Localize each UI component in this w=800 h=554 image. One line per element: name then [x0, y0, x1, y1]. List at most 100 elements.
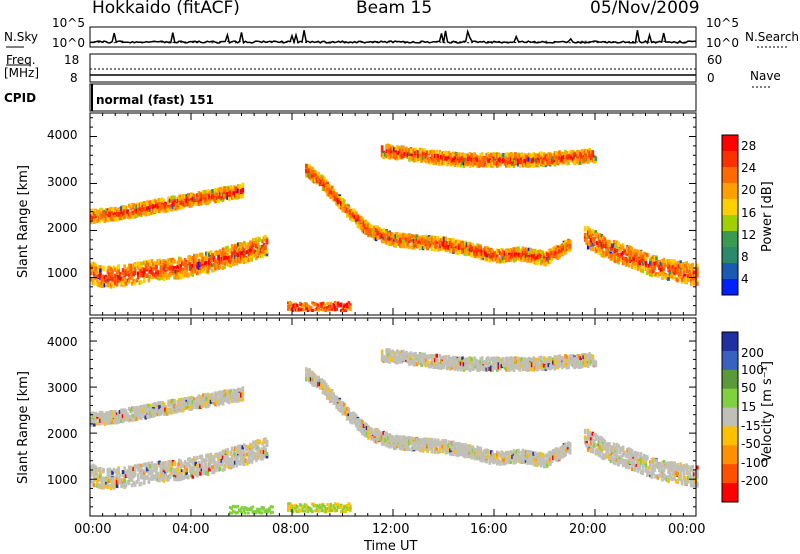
velocity-echo-cell	[211, 455, 214, 459]
velocity-echo-cell	[226, 399, 229, 404]
power-echo-cell	[211, 268, 214, 273]
power-echo-cell	[423, 244, 426, 249]
velocity-echo-cell	[217, 402, 220, 407]
velocity-echo-cell	[188, 402, 192, 406]
velocity-echo-cell	[144, 404, 148, 409]
velocity-echo-cell	[417, 439, 420, 444]
power-echo-cell	[126, 270, 129, 275]
power-echo-cell	[206, 197, 210, 202]
power-echo-cell	[179, 204, 182, 209]
velocity-echo-cell	[346, 416, 349, 421]
power-echo-cell	[243, 260, 246, 265]
velocity-echo-cell	[390, 357, 393, 362]
velocity-echo-cell	[200, 397, 204, 402]
power-echo-cell	[159, 206, 163, 210]
power-echo-cell	[255, 237, 258, 242]
velocity-echo-cell	[133, 465, 137, 470]
velocity-echo-cell	[240, 457, 243, 461]
velocity-echo-cell	[196, 400, 199, 405]
velocity-echo-cell	[149, 466, 152, 471]
velocity-echo-cell	[249, 442, 252, 447]
power-cb-tick-12: 12	[741, 228, 757, 242]
velocity-echo-cell	[223, 458, 226, 463]
velocity-echo-cell	[249, 450, 252, 455]
power-echo-cell	[103, 283, 107, 288]
power-echo-cell	[243, 250, 246, 255]
velocity-echo-cell	[415, 437, 419, 442]
velocity-echo-cell	[171, 473, 175, 478]
velocity-echo-cell	[265, 452, 269, 456]
velocity-echo-cell	[252, 453, 255, 458]
velocity-echo-cell	[326, 395, 329, 400]
velocity-echo-cell	[311, 373, 314, 378]
power-echo-cell	[250, 244, 254, 249]
velocity-echo-cell	[96, 472, 99, 477]
power-echo-cell	[380, 145, 384, 150]
velocity-echo-cell	[397, 358, 401, 363]
velocity-echo-cell	[165, 469, 169, 474]
nave-tick-0: 0	[707, 71, 715, 85]
velocity-echo-cell	[261, 456, 264, 461]
velocity-echo-cell	[140, 408, 143, 413]
power-echo-cell	[320, 179, 323, 184]
velocity-echo-cell	[344, 407, 348, 412]
power-echo-cell	[370, 224, 373, 229]
power-echo-cell	[394, 238, 398, 243]
velocity-echo-cell	[347, 409, 351, 414]
power-echo-cell	[124, 209, 128, 214]
power-echo-cell	[94, 214, 98, 219]
velocity-echo-cell	[99, 418, 102, 423]
velocity-echo-cell	[149, 471, 152, 476]
power-echo-cell	[183, 272, 187, 277]
power-y-tick-2000: 2000	[47, 221, 78, 235]
velocity-echo-cell	[202, 395, 205, 400]
velocity-echo-cell	[347, 412, 351, 417]
velocity-echo-cell	[412, 353, 416, 358]
power-echo-cell	[430, 158, 434, 163]
velocity-echo-cell	[106, 468, 110, 472]
power-echo-cell	[102, 212, 105, 217]
velocity-echo-cell	[115, 472, 119, 477]
power-echo-cell	[196, 202, 199, 206]
power-echo-cell	[235, 186, 238, 191]
velocity-echo-cell	[244, 452, 248, 457]
power-echo-cell	[315, 175, 319, 180]
power-echo-cell	[214, 252, 217, 256]
velocity-echo-cell	[229, 393, 232, 398]
velocity-echo-cell	[108, 411, 111, 416]
power-echo-cell	[97, 281, 101, 286]
power-echo-cell	[379, 235, 382, 239]
velocity-echo-cell	[180, 469, 184, 474]
velocity-echo-cell	[341, 401, 345, 406]
power-echo-cell	[187, 197, 190, 202]
power-echo-cell	[386, 238, 390, 243]
velocity-echo-cell	[252, 440, 255, 445]
power-echo-cell	[259, 247, 263, 252]
velocity-echo-cell	[340, 401, 343, 406]
power-echo-cell	[118, 206, 122, 211]
velocity-echo-cell	[367, 435, 370, 440]
velocity-echo-cell	[227, 394, 231, 399]
power-echo-cell	[159, 260, 163, 265]
velocity-echo-cell	[123, 412, 126, 417]
velocity-echo-cell	[403, 351, 407, 356]
velocity-echo-cell	[362, 423, 366, 428]
velocity-echo-cell	[105, 484, 108, 489]
power-echo-cell	[418, 238, 422, 243]
power-echo-cell	[226, 256, 229, 261]
power-echo-cell	[209, 258, 213, 263]
power-echo-cell	[212, 197, 216, 202]
velocity-echo-cell	[102, 484, 105, 489]
velocity-echo-cell	[323, 383, 326, 388]
power-echo-cell	[318, 178, 322, 183]
power-echo-cell	[91, 208, 95, 213]
velocity-echo-cell	[138, 482, 142, 487]
velocity-echo-cell	[205, 401, 208, 405]
power-echo-cell	[149, 274, 152, 279]
power-echo-cell	[214, 199, 217, 203]
power-echo-cell	[152, 272, 155, 277]
power-echo-cell	[90, 271, 93, 276]
velocity-echo-cell	[167, 474, 170, 479]
power-echo-cell	[111, 207, 114, 212]
power-echo-cell	[412, 149, 416, 154]
